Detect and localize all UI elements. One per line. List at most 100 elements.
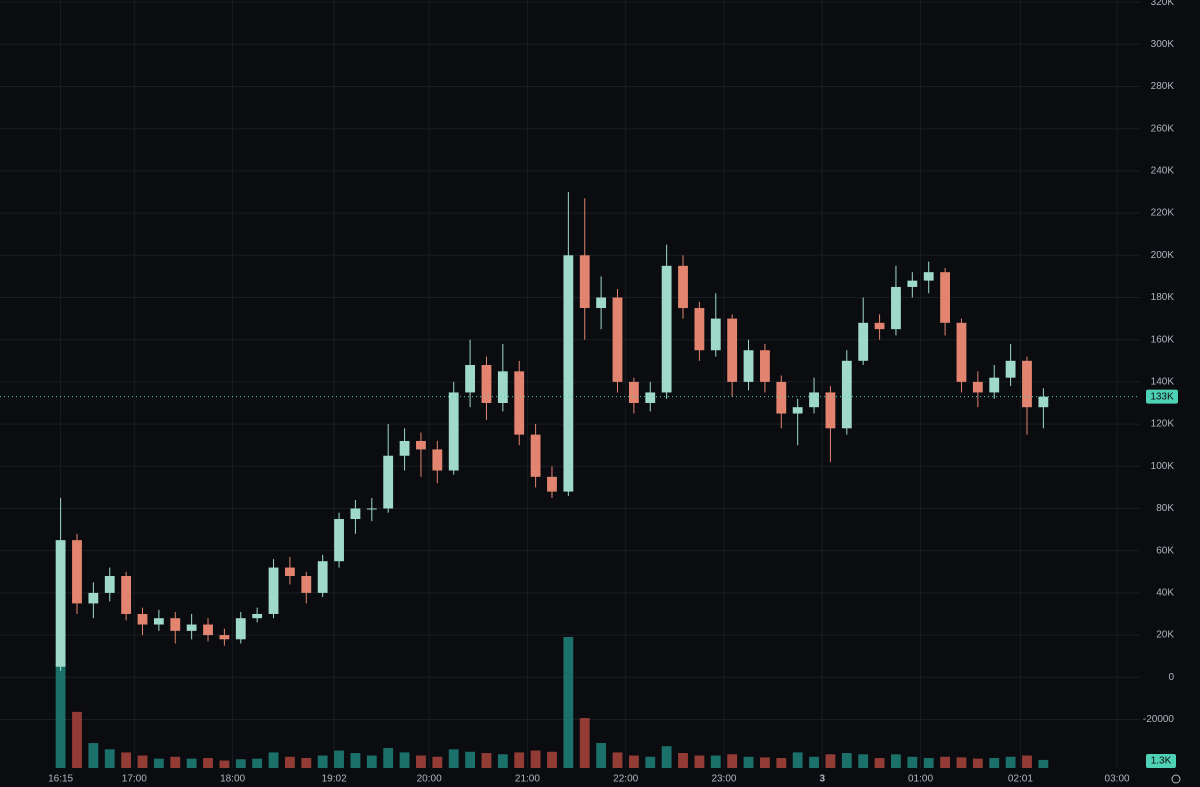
- candle-body: [628, 381, 639, 403]
- candle-body: [121, 576, 132, 614]
- candle-body: [268, 567, 279, 614]
- candle-body: [366, 508, 377, 510]
- candle-body: [710, 318, 721, 351]
- candle-body: [432, 449, 443, 471]
- x-tick-label: 21:00: [515, 774, 540, 785]
- candle-body: [792, 407, 803, 414]
- candle-body: [743, 350, 754, 382]
- y-tick-label: 280K: [1151, 81, 1175, 92]
- candle-body: [727, 318, 738, 382]
- volume-bar: [497, 754, 508, 768]
- volume-bar: [530, 750, 541, 768]
- volume-bar: [219, 760, 230, 768]
- candle-body: [563, 255, 574, 492]
- candle-body: [481, 365, 492, 403]
- volume-bar: [153, 758, 164, 768]
- settings-icon: [1171, 774, 1181, 784]
- x-tick-label: 22:00: [613, 774, 638, 785]
- volume-bar: [563, 637, 574, 768]
- candle-body: [137, 613, 148, 625]
- x-tick-label: 02:01: [1008, 774, 1033, 785]
- candle-body: [989, 377, 1000, 393]
- volume-bar: [399, 752, 410, 768]
- candle-body: [88, 592, 99, 604]
- y-tick-label: -20000: [1143, 714, 1175, 725]
- volume-bar: [121, 752, 132, 768]
- volume-bar: [366, 755, 377, 768]
- volume-bar: [350, 753, 361, 768]
- x-tick-label: 18:00: [220, 774, 245, 785]
- volume-bar: [1005, 756, 1016, 768]
- y-tick-label: 0: [1168, 672, 1174, 683]
- y-tick-label: 320K: [1151, 0, 1175, 8]
- last-price-label: 133K: [1150, 391, 1174, 402]
- volume-bar: [628, 755, 639, 768]
- candle-body: [907, 280, 918, 287]
- volume-bar: [252, 758, 263, 768]
- candle-body: [841, 360, 852, 429]
- volume-bar: [448, 749, 459, 768]
- y-tick-label: 260K: [1151, 123, 1175, 134]
- volume-bar: [743, 756, 754, 768]
- x-tick-label: 19:02: [322, 774, 347, 785]
- candle-body: [399, 440, 410, 456]
- candle-body: [219, 635, 230, 640]
- y-tick-label: 160K: [1151, 334, 1175, 345]
- x-tick-label: 23:00: [711, 774, 736, 785]
- candle-body: [153, 618, 164, 625]
- candle-body: [678, 265, 688, 309]
- volume-bar: [285, 756, 295, 768]
- y-tick-label: 200K: [1151, 250, 1175, 261]
- candle-body: [497, 371, 508, 403]
- volume-bar: [317, 755, 328, 768]
- volume-bar: [776, 758, 787, 768]
- y-tick-label: 240K: [1151, 166, 1175, 177]
- volume-bar: [923, 758, 934, 768]
- volume-bar: [809, 756, 819, 768]
- volume-bar: [891, 754, 901, 768]
- candle-body: [514, 371, 525, 435]
- volume-bar: [170, 756, 181, 768]
- volume-bar: [416, 755, 426, 768]
- volume-bar: [88, 743, 99, 768]
- volume-bar: [334, 750, 344, 768]
- candle-body: [104, 576, 115, 593]
- volume-bar: [1038, 759, 1049, 768]
- candle-body: [301, 576, 312, 593]
- volume-bar: [203, 758, 213, 768]
- y-tick-label: 220K: [1151, 208, 1175, 219]
- y-tick-label: 120K: [1151, 419, 1175, 430]
- x-tick-label: 16:15: [48, 774, 73, 785]
- y-tick-label: 140K: [1151, 377, 1175, 388]
- volume-bar: [481, 753, 492, 768]
- volume-bar: [972, 758, 983, 768]
- candle-body: [1005, 360, 1016, 378]
- candle-body: [170, 618, 181, 631]
- candle-body: [645, 392, 656, 403]
- volume-bar: [645, 756, 656, 768]
- candle-body: [72, 540, 82, 604]
- volume-bar: [858, 754, 869, 768]
- volume-bar: [874, 758, 885, 768]
- candle-body: [972, 381, 983, 393]
- volume-bar: [186, 758, 197, 768]
- volume-bar: [727, 754, 738, 768]
- candle-body: [579, 255, 590, 309]
- candle-body: [383, 455, 394, 509]
- volume-bar: [661, 746, 672, 768]
- candle-body: [350, 508, 361, 520]
- x-tick-label: 3: [819, 774, 825, 785]
- volume-bar: [678, 753, 688, 768]
- volume-bar: [989, 758, 1000, 768]
- candle-body: [596, 297, 607, 309]
- volume-bar: [432, 756, 443, 768]
- candle-body: [317, 561, 328, 593]
- candle-body: [956, 322, 967, 382]
- candle-body: [448, 392, 459, 471]
- candle-body: [858, 322, 869, 361]
- y-tick-label: 300K: [1151, 39, 1175, 50]
- candle-body: [1022, 360, 1032, 408]
- volume-bar: [104, 749, 115, 768]
